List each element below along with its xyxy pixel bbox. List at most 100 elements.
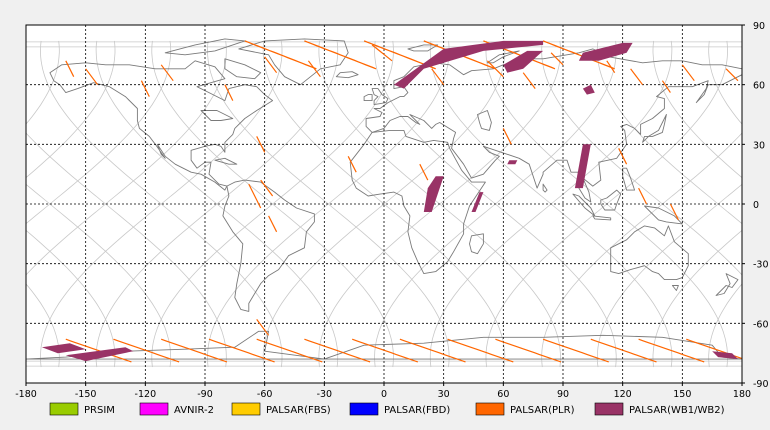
coastline-sumatra (572, 193, 596, 217)
coastline-madagascar (469, 233, 484, 255)
palsar-plr-swath (304, 338, 371, 363)
palsar-plr-swath (686, 338, 742, 360)
legend-label: PALSAR(PLR) (510, 405, 575, 416)
coastline-greenland (238, 38, 349, 86)
palsar-plr-swath (304, 40, 377, 70)
orbit-track (26, 40, 60, 125)
palsar-plr-swath (85, 68, 99, 86)
palsar-plr-swath (65, 60, 75, 77)
orbit-track (207, 40, 450, 368)
palsar-plr-swath (256, 338, 323, 363)
palsar-plr-swath (638, 338, 705, 363)
legend-label: PALSAR(FBS) (266, 405, 331, 416)
coastline-tasmania (671, 285, 679, 291)
palsar-plr-swath (248, 183, 262, 209)
coastline-africa (349, 129, 486, 275)
palsar-wb-swath (574, 144, 591, 189)
legend-swatch (349, 402, 379, 416)
legend-label: PRSIM (84, 405, 115, 416)
palsar-wb-swath (712, 351, 738, 360)
palsar-plr-swath (431, 68, 445, 86)
y-tick-label: 90 (753, 21, 765, 32)
orbit-track (0, 41, 4, 367)
palsar-plr-swath (495, 338, 562, 363)
orbit-track (652, 40, 742, 179)
palsar-wb-swath (471, 192, 484, 212)
x-tick-label: -30 (317, 389, 333, 400)
x-tick-label: -150 (75, 389, 97, 400)
legend-swatch (594, 402, 624, 416)
x-tick-label: 0 (381, 389, 387, 400)
palsar-plr-swath (399, 338, 466, 363)
palsar-plr-swath (447, 338, 514, 363)
x-tick-label: 90 (557, 389, 569, 400)
x-tick-label: -120 (135, 389, 157, 400)
palsar-plr-swath (638, 187, 648, 205)
palsar-plr-swath (618, 148, 628, 165)
legend-swatch (231, 402, 261, 416)
palsar-plr-swath (307, 60, 321, 78)
coastline-caspian-sea (477, 110, 492, 131)
palsar-plr-swath (371, 44, 393, 62)
palsar-plr-swath (681, 64, 695, 82)
palsar-plr-swath (244, 40, 317, 70)
coastline-japan (642, 114, 667, 143)
legend: PRSIM AVNIR-2 PALSAR(FBS) PALSAR(FBD) PALSAR… (49, 402, 725, 416)
palsar-plr-swath (256, 136, 266, 153)
coastline-new-guinea (644, 205, 683, 225)
graticule (26, 25, 742, 383)
coastline-new-zealand (715, 273, 739, 296)
coastline-java (592, 215, 612, 221)
coastline-novaya-zemlya (486, 50, 520, 64)
acquisition-swaths (41, 40, 742, 363)
y-tick-label: 0 (753, 200, 759, 211)
legend-label: PALSAR(WB1/WB2) (629, 405, 725, 416)
palsar-plr-swath (669, 203, 679, 221)
coastline-borneo (600, 189, 622, 211)
y-tick-label: -30 (753, 260, 769, 271)
palsar-wb-swath (41, 343, 86, 354)
coastline-cuba (214, 157, 238, 165)
palsar-wb-swath (393, 40, 544, 89)
palsar-plr-swath (113, 338, 180, 363)
x-tick-label: 120 (614, 389, 632, 400)
orbit-track (708, 283, 742, 368)
coastline-philippines (622, 167, 636, 191)
orbit-track (26, 283, 60, 368)
palsar-plr-swath (264, 56, 278, 74)
x-tick-label: 180 (733, 389, 751, 400)
orbit-track (764, 41, 770, 367)
y-tick-label: 60 (753, 81, 765, 92)
palsar-plr-swath (522, 72, 536, 89)
palsar-wb-swath (578, 42, 633, 61)
palsar-plr-swath (268, 215, 278, 233)
palsar-plr-swath (542, 40, 615, 70)
y-tick-label: -60 (753, 319, 769, 330)
palsar-wb-swath (503, 50, 544, 73)
legend-swatch (139, 402, 169, 416)
coastline-britain (371, 88, 389, 106)
orbit-track (151, 40, 394, 368)
palsar-wb-swath (423, 176, 444, 212)
x-tick-label: -90 (197, 389, 213, 400)
coastline-south-america (222, 179, 315, 312)
x-tick-label: 60 (497, 389, 509, 400)
palsar-wb-swath (507, 160, 518, 165)
palsar-plr-swath (65, 338, 132, 363)
orbit-track (0, 41, 4, 367)
palsar-plr-swath (347, 156, 357, 173)
coastline-eurasia (365, 48, 742, 203)
coastline-iceland (335, 71, 359, 79)
palsar-plr-swath (550, 52, 564, 66)
y-tick-label: -90 (753, 379, 769, 390)
coastline-sri-lanka (542, 183, 548, 193)
palsar-plr-swath (208, 338, 275, 363)
coastline-baffin (224, 58, 262, 80)
longitude-ticks: -180 -150 -120 -90 -60 -30 0 30 60 90 120 150 180 (15, 383, 751, 400)
orbit-track (764, 41, 770, 367)
coastline-north-america (49, 60, 274, 191)
coastline-antarctica (26, 330, 742, 360)
palsar-plr-swath (661, 80, 671, 93)
legend-swatch (49, 402, 79, 416)
